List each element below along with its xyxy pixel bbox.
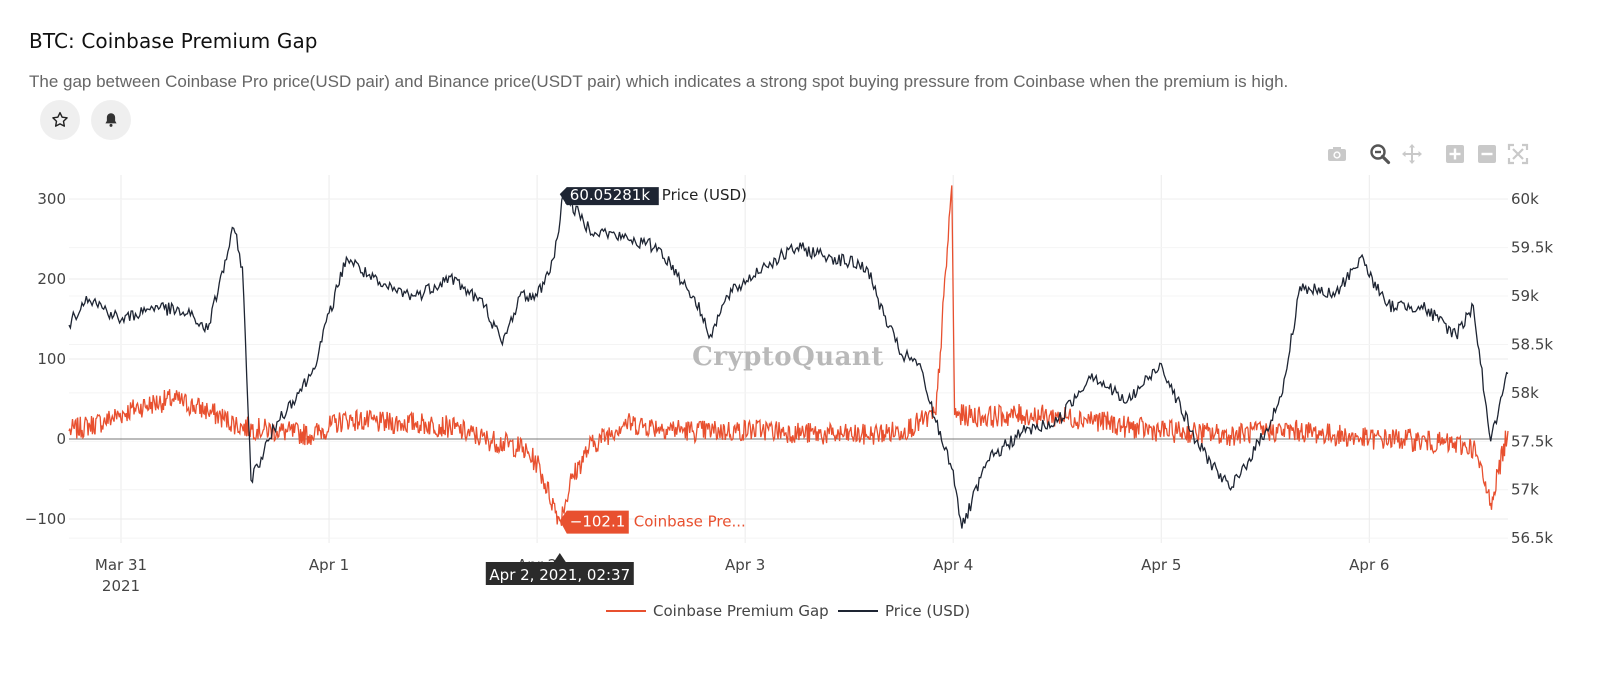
x-tick-label: Apr 6 [1349,556,1389,574]
bell-icon [105,113,117,127]
y2-tick-label: 56.5k [1511,529,1553,547]
series-line-coinbase-premium-gap[interactable] [68,185,1509,526]
zoom-in-icon[interactable] [1444,143,1466,165]
y2-tick-label: 57.5k [1511,432,1553,450]
x-tick-sublabel: 2021 [102,577,140,595]
y-tick-label: 300 [37,190,66,208]
series-line-price-usd[interactable] [68,192,1509,529]
x-tick-label: Mar 31 [95,556,147,574]
y2-tick-label: 57k [1511,481,1539,499]
star-icon [52,111,68,127]
x-tick-label: Apr 5 [1141,556,1181,574]
camera-icon[interactable] [1326,143,1348,165]
y2-tick-label: 58.5k [1511,335,1553,353]
autoscale-icon[interactable] [1507,143,1529,165]
pan-icon[interactable] [1401,143,1423,165]
y-tick-label: −100 [25,510,66,528]
hover-label-price-name: Price (USD) [662,186,747,204]
watermark: CryptoQuant [692,342,884,372]
y-tick-label: 100 [37,350,66,368]
y2-tick-label: 58k [1511,384,1539,402]
y-tick-label: 200 [37,270,66,288]
y2-tick-label: 59.5k [1511,239,1553,257]
y2-tick-label: 59k [1511,287,1539,305]
hover-label-premium-box [559,510,629,534]
hover-label-premium-value: −102.1 [570,513,626,531]
y-tick-label: 0 [56,430,66,448]
x-tick-label: Apr 3 [725,556,765,574]
alert-button[interactable] [91,100,131,140]
x-tick-label: Apr 4 [933,556,973,574]
page-title: BTC: Coinbase Premium Gap [29,29,318,53]
page-description: The gap between Coinbase Pro price(USD p… [29,72,1289,91]
zoom-out-icon[interactable] [1476,143,1498,165]
hover-label-premium-name: Coinbase Pre... [634,513,746,531]
hover-label-price-box [559,187,659,206]
y2-tick-label: 60k [1511,190,1539,208]
hover-label-x-box [485,553,634,585]
zoom-icon[interactable] [1369,143,1391,165]
hover-label-x-value: Apr 2, 2021, 02:37 [489,566,630,584]
favorite-button[interactable] [40,100,80,140]
legend-label-coinbase-premium-gap: Coinbase Premium Gap [653,602,829,620]
legend-label-price-usd: Price (USD) [885,602,970,620]
x-tick-label: Apr 1 [309,556,349,574]
hover-label-price-value: 60.05281k [570,186,651,204]
